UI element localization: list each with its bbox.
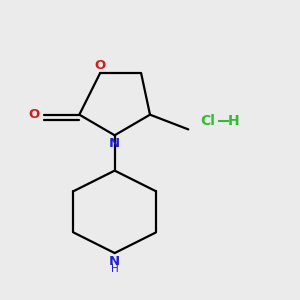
- Text: H: H: [228, 114, 240, 128]
- Text: O: O: [28, 108, 40, 121]
- Text: Cl: Cl: [200, 114, 215, 128]
- Text: H: H: [111, 264, 119, 274]
- Text: O: O: [94, 59, 106, 72]
- Text: N: N: [109, 137, 120, 150]
- Text: N: N: [109, 254, 120, 268]
